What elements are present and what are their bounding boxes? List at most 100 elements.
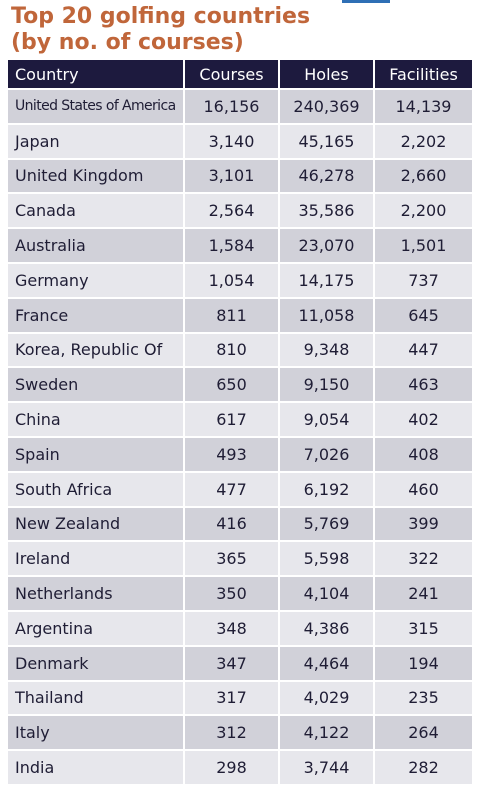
cell-country: Sweden (8, 368, 185, 404)
table-row: Australia 1,584 23,070 1,501 (8, 229, 472, 264)
table-row: Canada 2,564 35,586 2,200 (8, 194, 472, 230)
cell-holes: 4,104 (280, 577, 375, 612)
cell-holes: 23,070 (280, 229, 375, 264)
cell-courses: 811 (185, 298, 280, 334)
cell-holes: 45,165 (280, 124, 375, 160)
table-row: Italy 312 4,122 264 (8, 716, 472, 752)
cell-holes: 240,369 (280, 90, 375, 125)
table-row: Argentina 348 4,386 315 (8, 611, 472, 647)
page-title: Top 20 golfing countries (by no. of cour… (11, 4, 310, 56)
cell-country: Korea, Republic Of (8, 333, 185, 369)
cell-holes: 4,386 (280, 611, 375, 647)
cell-holes: 7,026 (280, 437, 375, 473)
cell-facilities: 264 (375, 716, 472, 752)
cell-country: Canada (8, 194, 185, 230)
table-row: South Africa 477 6,192 460 (8, 472, 472, 508)
cell-facilities: 194 (375, 646, 472, 682)
cell-facilities: 315 (375, 611, 472, 647)
cell-country: Germany (8, 263, 185, 299)
table-row: India 298 3,744 282 (8, 751, 472, 786)
title-line-2: (by no. of courses) (11, 30, 244, 55)
cell-courses: 1,584 (185, 229, 280, 264)
cell-country: Italy (8, 716, 185, 752)
cell-holes: 4,464 (280, 646, 375, 682)
cell-facilities: 322 (375, 542, 472, 578)
cell-courses: 617 (185, 403, 280, 438)
cell-country: Thailand (8, 681, 185, 717)
cell-facilities: 402 (375, 403, 472, 438)
table-row: Germany 1,054 14,175 737 (8, 263, 472, 299)
title-line-1: Top 20 golfing countries (11, 4, 311, 29)
cell-courses: 348 (185, 611, 280, 647)
cell-country: Spain (8, 437, 185, 473)
golf-countries-table: Country Courses Holes Facilities United … (8, 60, 472, 786)
header-row: Country Courses Holes Facilities (8, 60, 472, 90)
table-row: Spain 493 7,026 408 (8, 437, 472, 473)
cell-courses: 3,140 (185, 124, 280, 160)
cell-facilities: 1,501 (375, 229, 472, 264)
cell-facilities: 399 (375, 507, 472, 543)
cell-courses: 350 (185, 577, 280, 612)
cell-country: Ireland (8, 542, 185, 578)
table-row: Thailand 317 4,029 235 (8, 681, 472, 717)
cell-courses: 1,054 (185, 263, 280, 299)
header-holes: Holes (280, 60, 375, 90)
cell-courses: 298 (185, 751, 280, 786)
cell-country: Argentina (8, 611, 185, 647)
cell-country: New Zealand (8, 507, 185, 543)
table-row: France 811 11,058 645 (8, 298, 472, 334)
cell-facilities: 235 (375, 681, 472, 717)
cell-country: Japan (8, 124, 185, 160)
cell-courses: 317 (185, 681, 280, 717)
cell-facilities: 463 (375, 368, 472, 404)
header-country: Country (8, 60, 185, 90)
cell-holes: 11,058 (280, 298, 375, 334)
header-facilities: Facilities (375, 60, 472, 90)
cell-holes: 14,175 (280, 263, 375, 299)
cell-holes: 35,586 (280, 194, 375, 230)
cell-country: Netherlands (8, 577, 185, 612)
cell-country: Australia (8, 229, 185, 264)
table-row: Netherlands 350 4,104 241 (8, 577, 472, 612)
cell-courses: 16,156 (185, 90, 280, 125)
cell-holes: 4,029 (280, 681, 375, 717)
table-body: United States of America 16,156 240,369 14,… (8, 90, 472, 786)
cell-facilities: 460 (375, 472, 472, 508)
table-row: United Kingdom 3,101 46,278 2,660 (8, 159, 472, 195)
table-row: Denmark 347 4,464 194 (8, 646, 472, 682)
cell-country: Denmark (8, 646, 185, 682)
table-row: United States of America 16,156 240,369 14,… (8, 90, 472, 125)
table-row: Ireland 365 5,598 322 (8, 542, 472, 578)
cell-courses: 650 (185, 368, 280, 404)
cell-facilities: 408 (375, 437, 472, 473)
table-row: Korea, Republic Of 810 9,348 447 (8, 333, 472, 369)
cell-facilities: 645 (375, 298, 472, 334)
cell-courses: 312 (185, 716, 280, 752)
cell-country: China (8, 403, 185, 438)
cell-courses: 2,564 (185, 194, 280, 230)
cell-holes: 6,192 (280, 472, 375, 508)
cell-courses: 477 (185, 472, 280, 508)
cell-holes: 9,348 (280, 333, 375, 369)
cell-holes: 9,150 (280, 368, 375, 404)
cell-holes: 4,122 (280, 716, 375, 752)
cell-courses: 3,101 (185, 159, 280, 195)
cell-country: France (8, 298, 185, 334)
cell-facilities: 282 (375, 751, 472, 786)
table-header: Country Courses Holes Facilities (8, 60, 472, 90)
cell-country: United States of America (8, 90, 185, 125)
cell-courses: 365 (185, 542, 280, 578)
header-courses: Courses (185, 60, 280, 90)
table-row: Sweden 650 9,150 463 (8, 368, 472, 404)
cell-facilities: 2,200 (375, 194, 472, 230)
cell-holes: 5,769 (280, 507, 375, 543)
cell-country: India (8, 751, 185, 786)
cell-courses: 810 (185, 333, 280, 369)
cell-courses: 416 (185, 507, 280, 543)
table-row: New Zealand 416 5,769 399 (8, 507, 472, 543)
cell-facilities: 2,660 (375, 159, 472, 195)
cell-country: South Africa (8, 472, 185, 508)
cell-facilities: 737 (375, 263, 472, 299)
cell-holes: 9,054 (280, 403, 375, 438)
table-row: Japan 3,140 45,165 2,202 (8, 124, 472, 160)
